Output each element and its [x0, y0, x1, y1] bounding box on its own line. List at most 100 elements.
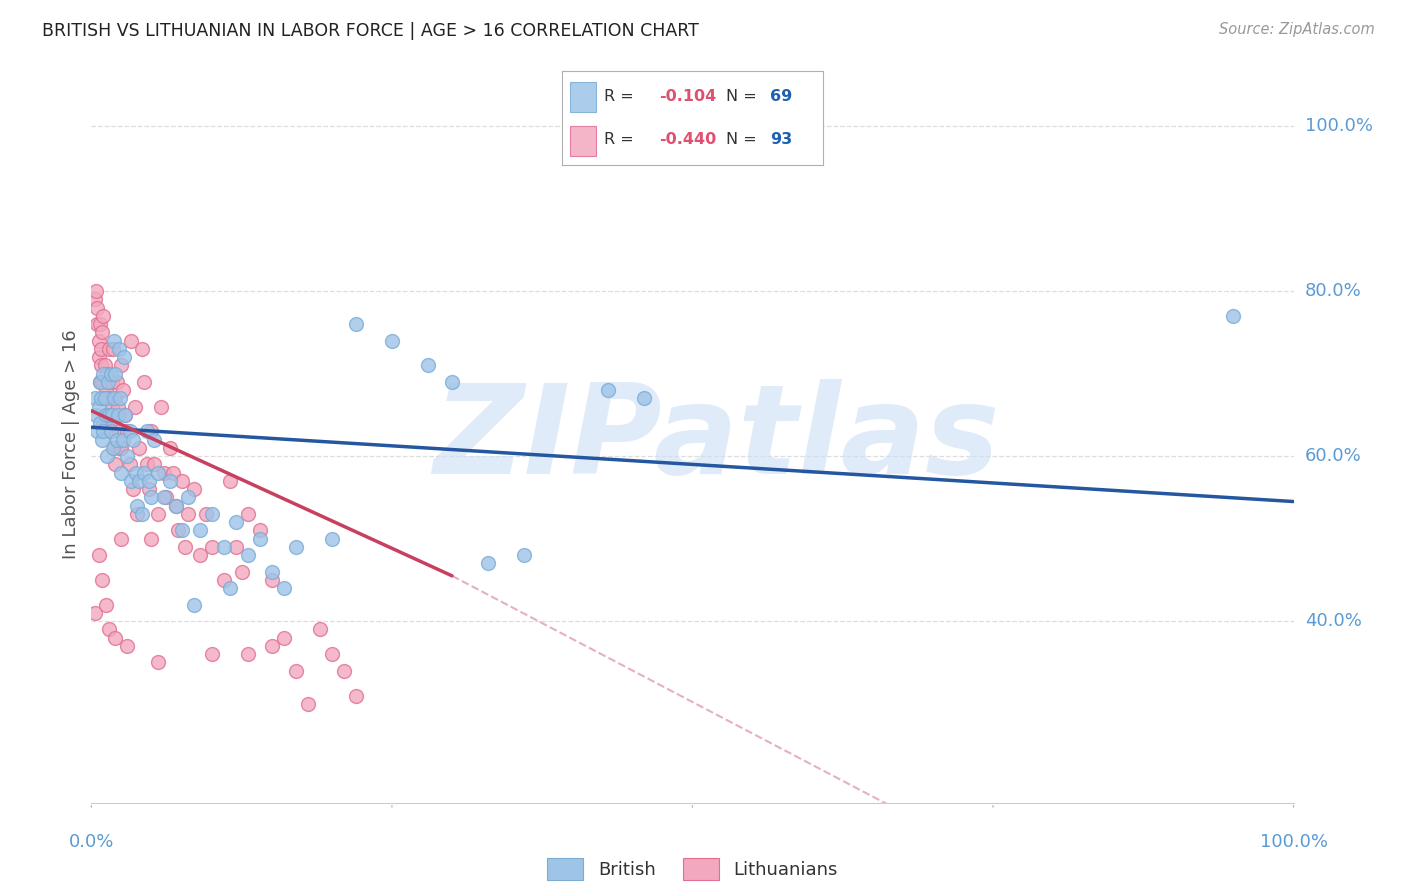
Point — [170, 474, 193, 488]
Point — [96, 449, 118, 463]
Point — [86, 301, 108, 315]
Point — [120, 334, 142, 348]
Point — [260, 565, 283, 579]
Point — [93, 309, 115, 323]
Point — [236, 647, 259, 661]
Point — [284, 540, 307, 554]
Point — [134, 466, 156, 480]
Point — [89, 317, 111, 331]
Point — [333, 664, 356, 678]
Point — [93, 392, 115, 406]
Text: 60.0%: 60.0% — [1305, 447, 1361, 465]
Point — [440, 375, 463, 389]
Point — [110, 441, 132, 455]
Point — [94, 598, 117, 612]
Point — [98, 623, 121, 637]
Point — [170, 524, 193, 538]
Point — [167, 524, 190, 538]
Point — [212, 573, 235, 587]
Point — [297, 697, 319, 711]
Point — [84, 392, 107, 406]
Point — [101, 416, 124, 430]
Point — [101, 342, 124, 356]
Point — [344, 317, 367, 331]
Point — [104, 458, 127, 472]
Point — [93, 425, 115, 439]
Text: 80.0%: 80.0% — [1305, 282, 1361, 300]
Legend: British, Lithuanians: British, Lithuanians — [540, 851, 845, 888]
Point — [90, 359, 112, 373]
Point — [1222, 309, 1244, 323]
Point — [633, 392, 655, 406]
Point — [91, 573, 114, 587]
Point — [103, 441, 125, 455]
Point — [104, 392, 127, 406]
Point — [107, 408, 129, 422]
Point — [93, 367, 115, 381]
Point — [114, 408, 136, 422]
Point — [108, 342, 131, 356]
Point — [87, 400, 110, 414]
Point — [201, 540, 224, 554]
Point — [112, 350, 135, 364]
Point — [84, 606, 107, 620]
Point — [131, 342, 153, 356]
Point — [128, 474, 150, 488]
Point — [598, 383, 620, 397]
Bar — [571, 126, 596, 156]
Point — [103, 334, 125, 348]
Point — [101, 400, 124, 414]
Text: ZIPatlas: ZIPatlas — [433, 379, 1000, 500]
Point — [89, 375, 111, 389]
Point — [103, 392, 125, 406]
Point — [105, 375, 128, 389]
Point — [122, 482, 145, 496]
Point — [122, 433, 145, 447]
Point — [125, 466, 148, 480]
Point — [176, 507, 198, 521]
Point — [284, 664, 307, 678]
Text: BRITISH VS LITHUANIAN IN LABOR FORCE | AGE > 16 CORRELATION CHART: BRITISH VS LITHUANIAN IN LABOR FORCE | A… — [42, 22, 699, 40]
Point — [110, 359, 132, 373]
Point — [142, 433, 165, 447]
Point — [84, 284, 107, 298]
Point — [100, 408, 122, 422]
Point — [91, 375, 114, 389]
Point — [152, 466, 174, 480]
Point — [84, 293, 107, 307]
Point — [260, 639, 283, 653]
Point — [89, 416, 111, 430]
Point — [91, 433, 114, 447]
Point — [477, 557, 499, 571]
Text: R =: R = — [605, 89, 634, 104]
Text: Source: ZipAtlas.com: Source: ZipAtlas.com — [1219, 22, 1375, 37]
Point — [118, 425, 141, 439]
Point — [138, 474, 160, 488]
Point — [513, 548, 536, 562]
Point — [146, 507, 169, 521]
Point — [174, 540, 197, 554]
Point — [100, 425, 122, 439]
Point — [100, 425, 122, 439]
Point — [84, 408, 107, 422]
Point — [90, 342, 112, 356]
Point — [98, 408, 121, 422]
Point — [100, 367, 122, 381]
Point — [105, 433, 128, 447]
Point — [162, 466, 184, 480]
Text: R =: R = — [605, 132, 634, 147]
Text: -0.104: -0.104 — [658, 89, 716, 104]
Point — [183, 482, 205, 496]
Point — [155, 491, 177, 505]
Text: N =: N = — [727, 89, 756, 104]
Point — [101, 441, 124, 455]
Point — [117, 425, 139, 439]
Point — [101, 408, 124, 422]
Point — [201, 647, 224, 661]
Point — [201, 507, 224, 521]
Text: 0.0%: 0.0% — [69, 833, 114, 851]
Point — [236, 548, 259, 562]
Point — [188, 524, 211, 538]
Point — [124, 400, 146, 414]
Point — [111, 433, 134, 447]
